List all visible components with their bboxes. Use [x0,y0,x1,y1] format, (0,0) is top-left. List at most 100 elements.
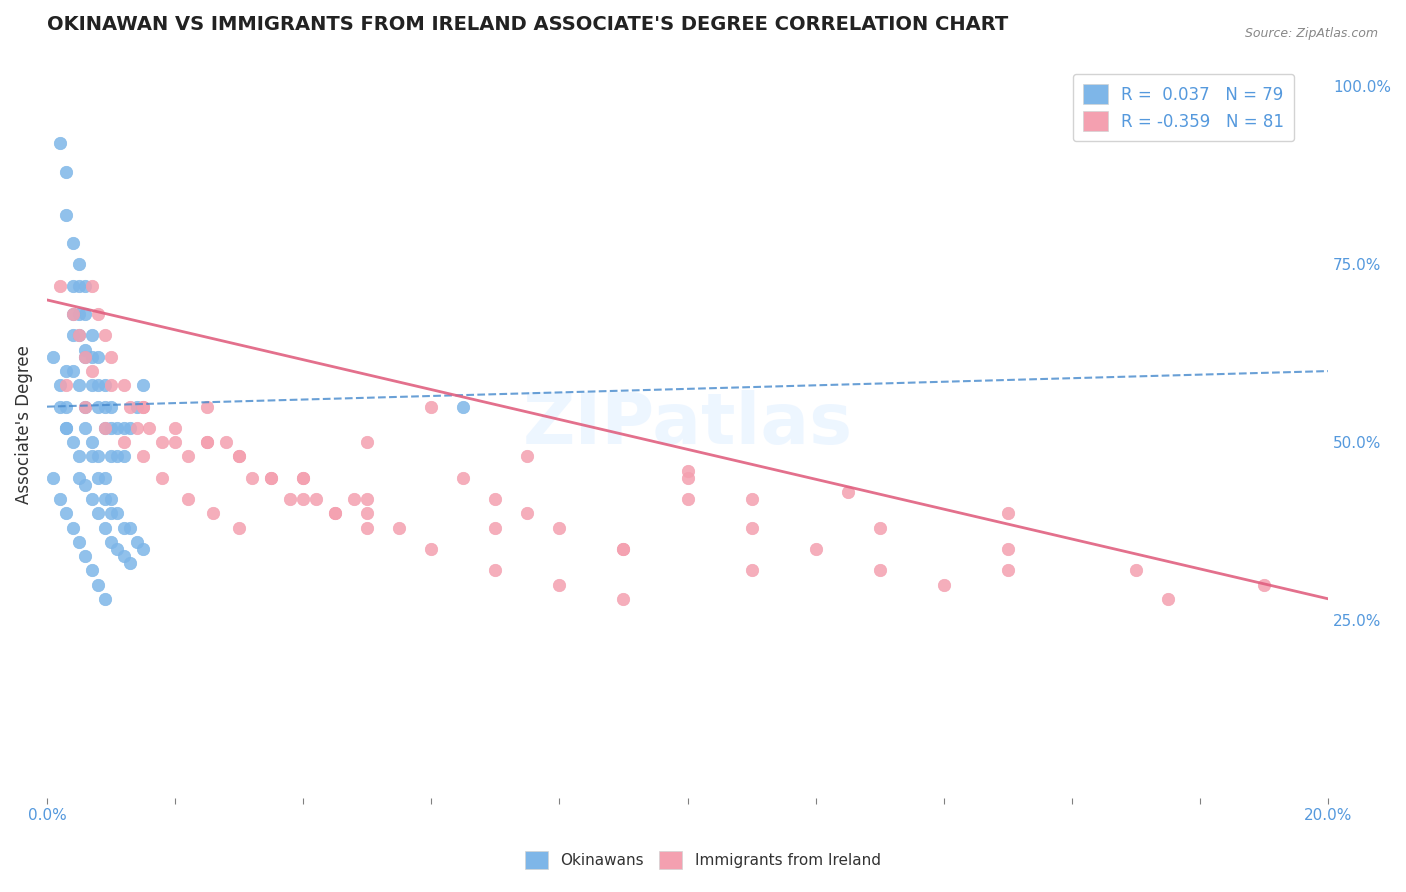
Point [75,478,97,492]
Point [484,563,506,577]
Point [87,471,110,485]
Point [323,507,346,521]
Point [548,521,571,535]
Point [105,541,128,556]
Point [62,328,84,343]
Point [484,492,506,507]
Point [260,471,283,485]
Point [292,471,315,485]
Point [75,350,97,364]
Point [932,577,955,591]
Point [112,435,135,450]
Point [112,421,135,435]
Point [75,278,97,293]
Point [484,521,506,535]
Point [105,421,128,435]
Point [55,421,77,435]
Point [75,400,97,414]
Point [75,343,97,357]
Text: Source: ZipAtlas.com: Source: ZipAtlas.com [1244,27,1378,40]
Point [48,400,70,414]
Point [48,278,70,293]
Point [177,450,200,464]
Point [93,591,115,606]
Point [75,400,97,414]
Point [1157,591,1180,606]
Legend: Okinawans, Immigrants from Ireland: Okinawans, Immigrants from Ireland [519,845,887,875]
Point [215,435,238,450]
Point [80,364,103,378]
Y-axis label: Associate's Degree: Associate's Degree [15,345,32,504]
Point [55,421,77,435]
Point [112,549,135,563]
Point [67,328,90,343]
Point [75,307,97,321]
Point [100,400,122,414]
Point [87,400,110,414]
Point [93,378,115,392]
Point [150,471,173,485]
Point [120,421,142,435]
Point [93,421,115,435]
Point [278,492,301,507]
Point [62,235,84,250]
Point [112,521,135,535]
Point [356,521,378,535]
Point [62,364,84,378]
Point [42,350,65,364]
Point [138,421,160,435]
Point [87,577,110,591]
Point [741,492,763,507]
Point [292,492,315,507]
Point [240,471,263,485]
Point [100,350,122,364]
Point [62,307,84,321]
Point [163,435,186,450]
Point [163,421,186,435]
Point [93,328,115,343]
Point [202,507,225,521]
Point [356,507,378,521]
Point [356,435,378,450]
Point [132,378,155,392]
Point [741,521,763,535]
Point [93,400,115,414]
Point [741,563,763,577]
Point [93,492,115,507]
Point [80,378,103,392]
Point [67,471,90,485]
Text: ZIPatlas: ZIPatlas [523,390,852,459]
Point [80,563,103,577]
Point [93,471,115,485]
Point [55,364,77,378]
Point [195,435,218,450]
Point [75,421,97,435]
Point [676,464,699,478]
Point [67,257,90,271]
Point [100,450,122,464]
Point [87,450,110,464]
Point [87,350,110,364]
Point [55,207,77,221]
Point [100,492,122,507]
Point [80,435,103,450]
Point [80,492,103,507]
Point [100,507,122,521]
Point [48,492,70,507]
Point [55,400,77,414]
Point [356,492,378,507]
Point [997,541,1019,556]
Point [67,378,90,392]
Point [195,435,218,450]
Point [100,534,122,549]
Point [132,400,155,414]
Point [150,435,173,450]
Point [48,378,70,392]
Point [228,521,250,535]
Point [132,400,155,414]
Point [228,450,250,464]
Point [67,450,90,464]
Point [62,521,84,535]
Point [343,492,366,507]
Point [548,577,571,591]
